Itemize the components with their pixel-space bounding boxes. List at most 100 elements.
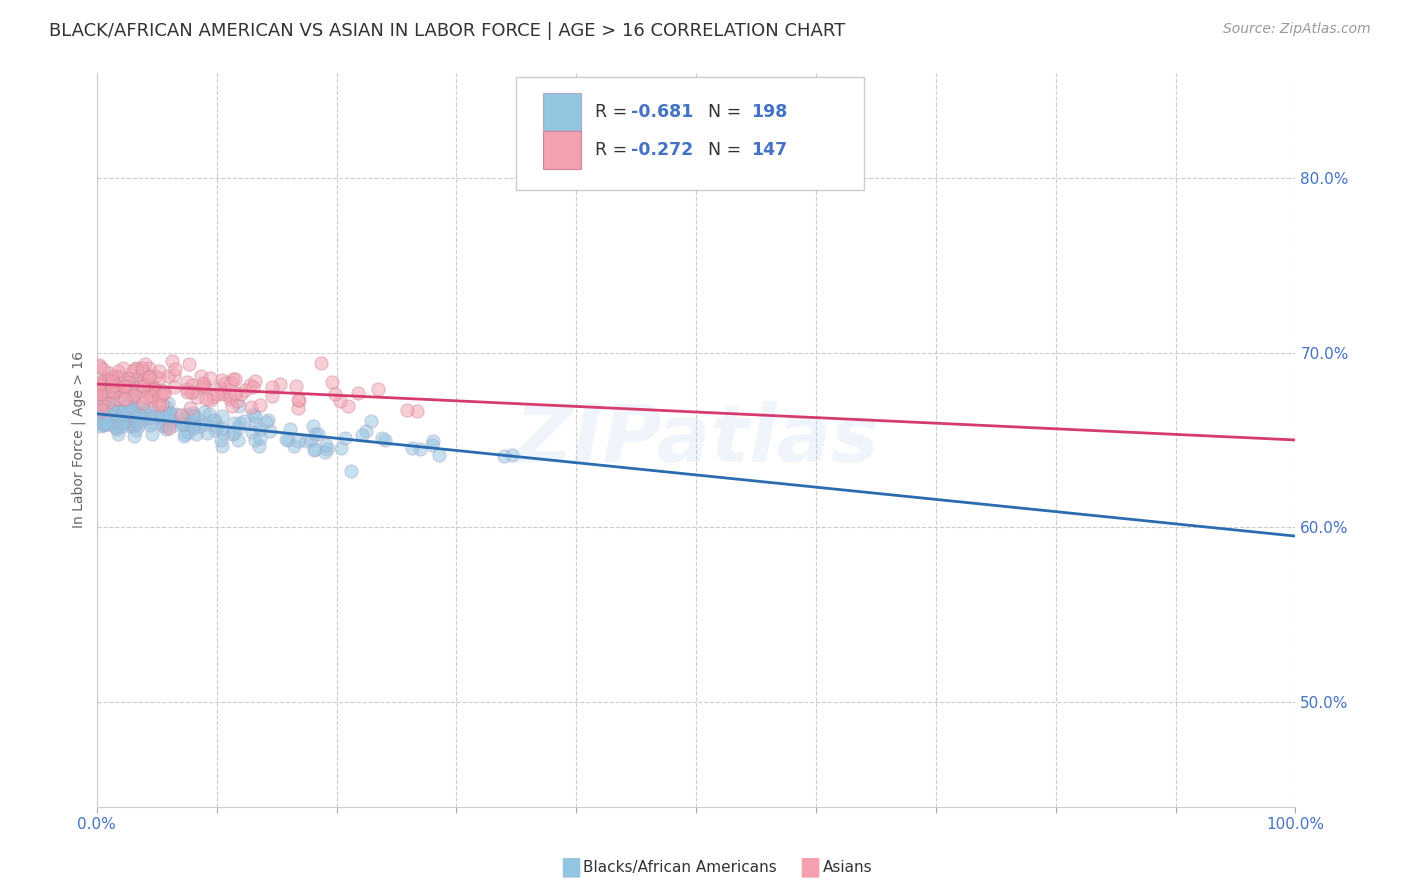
Point — [89, 406, 111, 420]
Point — [129, 409, 152, 423]
Point — [243, 433, 266, 447]
Point — [202, 413, 225, 427]
Point — [89, 401, 111, 415]
Point — [97, 404, 120, 418]
Point — [122, 404, 145, 418]
Point — [350, 427, 373, 442]
Point — [104, 417, 127, 431]
Point — [183, 415, 205, 429]
Point — [190, 368, 212, 383]
Point — [304, 442, 326, 457]
Point — [121, 418, 143, 433]
Point — [149, 387, 172, 401]
Point — [110, 403, 132, 417]
Point — [94, 372, 117, 386]
Point — [172, 417, 194, 431]
Point — [157, 410, 180, 425]
Point — [143, 383, 166, 397]
Point — [93, 412, 115, 426]
Point — [104, 420, 127, 434]
Point — [94, 402, 117, 417]
Point — [176, 375, 198, 389]
Point — [242, 380, 264, 394]
Point — [89, 419, 111, 434]
Point — [224, 385, 246, 400]
Point — [219, 376, 242, 391]
Point — [274, 432, 297, 446]
Point — [121, 402, 143, 417]
Point — [107, 409, 129, 423]
Point — [90, 402, 112, 417]
Point — [139, 415, 162, 429]
Point — [114, 414, 136, 428]
Point — [211, 421, 233, 435]
Point — [156, 412, 179, 426]
Point — [224, 426, 246, 441]
Point — [131, 361, 153, 376]
Point — [131, 409, 153, 423]
Point — [278, 422, 301, 436]
Point — [90, 400, 112, 414]
Point — [98, 416, 121, 430]
Point — [132, 373, 155, 387]
Point — [176, 408, 198, 422]
Point — [219, 392, 242, 406]
Point — [321, 375, 343, 389]
Point — [269, 377, 291, 392]
Point — [105, 405, 128, 419]
Point — [212, 386, 235, 401]
Text: BLACK/AFRICAN AMERICAN VS ASIAN IN LABOR FORCE | AGE > 16 CORRELATION CHART: BLACK/AFRICAN AMERICAN VS ASIAN IN LABOR… — [49, 22, 845, 40]
FancyBboxPatch shape — [516, 77, 863, 190]
Point — [181, 378, 204, 392]
Text: Blacks/African Americans: Blacks/African Americans — [583, 860, 778, 874]
Point — [181, 409, 204, 423]
Point — [105, 368, 128, 383]
Point — [157, 396, 180, 410]
Point — [195, 392, 218, 407]
Point — [139, 408, 162, 422]
Point — [96, 416, 118, 430]
Point — [101, 379, 124, 393]
Point — [117, 376, 139, 390]
Point — [307, 427, 329, 442]
Point — [287, 393, 309, 408]
Point — [115, 379, 138, 393]
Point — [141, 426, 163, 441]
Point — [409, 442, 432, 456]
Point — [89, 378, 111, 392]
Point — [118, 407, 141, 421]
Point — [112, 379, 135, 393]
Point — [107, 363, 129, 377]
Point — [295, 434, 318, 449]
Point — [139, 389, 162, 403]
Point — [105, 392, 128, 407]
Point — [101, 374, 124, 388]
Point — [89, 384, 111, 399]
Point — [89, 376, 111, 390]
Point — [122, 400, 145, 414]
Point — [131, 379, 153, 393]
Point — [501, 449, 523, 463]
Point — [226, 420, 249, 434]
Point — [156, 418, 179, 433]
Point — [311, 356, 333, 370]
Point — [176, 425, 198, 439]
Point — [89, 405, 111, 419]
Point — [188, 418, 211, 433]
Point — [97, 417, 120, 431]
Point — [209, 434, 232, 448]
Point — [193, 376, 215, 391]
Point — [89, 377, 111, 392]
Point — [143, 369, 166, 384]
Text: R =: R = — [596, 141, 633, 159]
Point — [160, 407, 183, 421]
Point — [118, 381, 141, 395]
Point — [176, 382, 198, 396]
Point — [93, 400, 115, 414]
Point — [115, 399, 138, 413]
Point — [97, 401, 120, 416]
Point — [242, 407, 264, 421]
Point — [222, 372, 245, 386]
Point — [150, 408, 173, 422]
Point — [226, 433, 249, 447]
